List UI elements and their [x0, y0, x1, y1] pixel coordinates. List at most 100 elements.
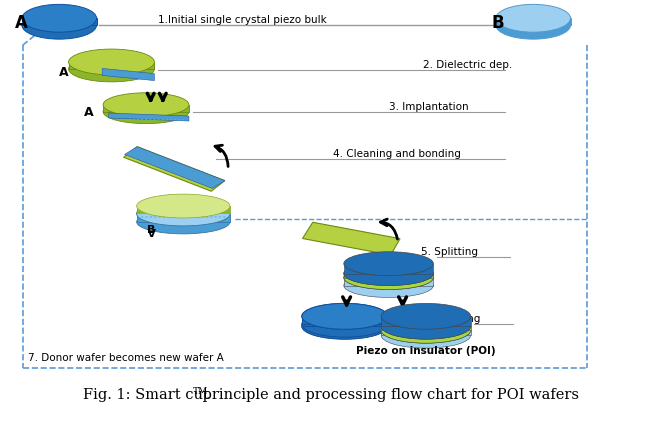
Ellipse shape [129, 120, 131, 121]
Ellipse shape [125, 120, 127, 121]
Ellipse shape [141, 120, 143, 121]
Ellipse shape [150, 120, 151, 121]
Ellipse shape [136, 195, 230, 219]
Polygon shape [136, 207, 230, 213]
Ellipse shape [116, 120, 118, 121]
Ellipse shape [146, 217, 148, 218]
Text: B: B [147, 225, 155, 234]
Ellipse shape [22, 6, 97, 33]
Text: Fig. 1: Smart cut: Fig. 1: Smart cut [83, 387, 209, 401]
Ellipse shape [150, 217, 152, 218]
Ellipse shape [146, 120, 147, 121]
Ellipse shape [133, 120, 135, 121]
Polygon shape [344, 274, 434, 278]
Polygon shape [302, 317, 387, 326]
Text: principle and processing flow chart for POI wafers: principle and processing flow chart for … [198, 387, 579, 401]
Ellipse shape [210, 217, 213, 218]
Polygon shape [22, 19, 97, 26]
Ellipse shape [68, 50, 155, 76]
Text: B: B [491, 14, 504, 32]
Ellipse shape [302, 314, 387, 340]
Text: A: A [147, 225, 155, 234]
Ellipse shape [159, 217, 161, 218]
Ellipse shape [188, 217, 191, 218]
Polygon shape [109, 114, 189, 122]
Text: 6. Finishing: 6. Finishing [421, 314, 480, 323]
Text: Piezo on insulator (POI): Piezo on insulator (POI) [356, 345, 496, 355]
Ellipse shape [381, 317, 471, 343]
Text: 2. Dielectric dep.: 2. Dielectric dep. [423, 60, 512, 70]
Text: A: A [83, 105, 93, 118]
Ellipse shape [302, 304, 387, 329]
Ellipse shape [158, 120, 159, 121]
Ellipse shape [381, 314, 471, 340]
Ellipse shape [496, 6, 571, 33]
Ellipse shape [381, 304, 471, 329]
Text: 1.Initial single crystal piezo bulk: 1.Initial single crystal piezo bulk [158, 15, 327, 25]
Ellipse shape [68, 57, 155, 83]
Ellipse shape [112, 120, 114, 121]
Ellipse shape [193, 217, 195, 218]
Ellipse shape [172, 217, 174, 218]
Polygon shape [302, 223, 400, 256]
Polygon shape [102, 69, 155, 81]
Polygon shape [302, 317, 387, 325]
Ellipse shape [223, 217, 226, 218]
Text: A: A [14, 14, 27, 32]
Ellipse shape [170, 120, 172, 121]
Text: 3. Implantation: 3. Implantation [389, 101, 468, 112]
Text: 4. Cleaning and bonding: 4. Cleaning and bonding [333, 149, 460, 159]
Polygon shape [496, 19, 571, 26]
Ellipse shape [103, 101, 189, 124]
Ellipse shape [198, 217, 200, 218]
Ellipse shape [344, 252, 434, 276]
Ellipse shape [302, 304, 387, 329]
Ellipse shape [302, 312, 387, 337]
Ellipse shape [153, 120, 155, 121]
Polygon shape [381, 317, 471, 326]
Text: 7. Donor wafer becomes new wafer A: 7. Donor wafer becomes new wafer A [27, 352, 223, 362]
Ellipse shape [103, 94, 189, 117]
Ellipse shape [202, 217, 204, 218]
Polygon shape [136, 214, 230, 222]
Ellipse shape [344, 274, 434, 298]
Ellipse shape [176, 217, 178, 218]
Text: 5. Splitting: 5. Splitting [421, 246, 478, 256]
Ellipse shape [178, 120, 180, 121]
Ellipse shape [381, 322, 471, 348]
Ellipse shape [180, 217, 183, 218]
Polygon shape [103, 106, 189, 112]
Ellipse shape [174, 120, 176, 121]
Ellipse shape [141, 217, 144, 218]
Text: A: A [59, 66, 69, 79]
Ellipse shape [166, 120, 168, 121]
Ellipse shape [219, 217, 221, 218]
Text: TM: TM [192, 386, 208, 395]
Polygon shape [344, 278, 434, 286]
Ellipse shape [381, 314, 471, 340]
Ellipse shape [496, 12, 571, 40]
Polygon shape [344, 264, 434, 274]
Polygon shape [68, 63, 155, 70]
Text: A: A [384, 249, 393, 259]
Ellipse shape [136, 210, 230, 234]
Ellipse shape [185, 217, 187, 218]
Polygon shape [124, 147, 225, 192]
Ellipse shape [137, 120, 139, 121]
Ellipse shape [136, 201, 230, 225]
Ellipse shape [154, 217, 157, 218]
Ellipse shape [22, 12, 97, 40]
Ellipse shape [344, 266, 434, 290]
Ellipse shape [344, 262, 434, 286]
Ellipse shape [162, 217, 165, 218]
Ellipse shape [136, 203, 230, 226]
Ellipse shape [344, 262, 434, 286]
Ellipse shape [183, 120, 184, 121]
Polygon shape [381, 331, 471, 335]
Polygon shape [125, 147, 225, 189]
Ellipse shape [381, 317, 471, 343]
Polygon shape [381, 326, 471, 331]
Ellipse shape [121, 120, 122, 121]
Ellipse shape [214, 217, 217, 218]
Ellipse shape [167, 217, 170, 218]
